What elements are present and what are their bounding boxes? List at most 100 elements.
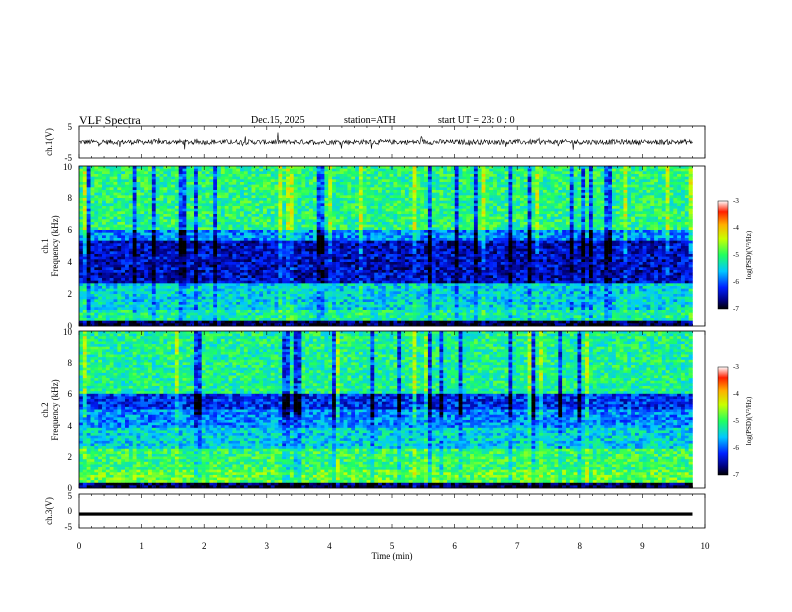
ch1-spectrogram-cell [416, 211, 421, 215]
ch1-spectrogram-cell [523, 219, 528, 223]
ch1-spectrogram-cell [121, 190, 126, 193]
ch1-spectrogram-cell [615, 211, 620, 215]
ch1-spectrogram-cell [297, 238, 302, 241]
ch1-spectrogram-cell [109, 184, 114, 188]
ch1-spectrogram-cell [661, 171, 666, 175]
ch1-spectrogram-cell [358, 208, 364, 212]
ch1-spectrogram-cell [243, 219, 248, 223]
ch1-spectrogram-cell [519, 179, 525, 183]
ch1-spectrogram-cell [550, 230, 555, 233]
ch1-spectrogram-cell [163, 203, 168, 207]
ch1-spectrogram-cell [266, 179, 272, 183]
ch1-spectrogram-cell [412, 198, 417, 201]
ch1-spectrogram-cell [473, 230, 479, 233]
ch1-spectrogram-cell [454, 166, 459, 169]
ch1-spectrogram-cell [424, 211, 429, 215]
ch1-spectrogram-cell [378, 214, 383, 217]
ch1-spectrogram-cell [332, 235, 337, 239]
ch1-spectrogram-cell [661, 200, 666, 204]
ch1-spectrogram-cell [542, 174, 548, 177]
ch1-spectrogram-cell [523, 192, 528, 196]
ch1-spectrogram-cell [140, 192, 145, 196]
ch1-spectrogram-cell [569, 174, 574, 177]
ch1-spectrogram-cell [297, 232, 302, 236]
ch1-spectrogram-cell [94, 246, 99, 249]
ch1-spectrogram-cell [236, 224, 241, 228]
ch1-spectrogram-cell [466, 214, 471, 217]
ch1-spectrogram-cell [481, 232, 486, 236]
ch1-spectrogram-cell [259, 168, 264, 172]
ch1-spectrogram-cell [631, 219, 636, 223]
ch1-spectrogram-cell [374, 184, 379, 188]
ch1-spectrogram-cell [151, 206, 156, 209]
ch1-spectrogram-cell [289, 224, 295, 228]
ch1-spectrogram-cell [255, 182, 260, 185]
ch1-spectrogram-cell [554, 216, 559, 220]
ch1-spectrogram-cell [512, 184, 517, 188]
ch1-spectrogram-cell [661, 246, 666, 249]
ch1-spectrogram-cell [178, 224, 183, 228]
ch1-spectrogram-cell [335, 168, 341, 172]
ch1-spectrogram-cell [554, 198, 559, 201]
ch1-spectrogram-cell [462, 211, 467, 215]
ch1-spectrogram-cell [370, 171, 375, 175]
ch1-spectrogram-cell [412, 206, 417, 209]
ch1-spectrogram-cell [293, 216, 298, 220]
ch1-spectrogram-cell [677, 246, 682, 249]
ch1-spectrogram-cell [105, 195, 110, 199]
ch1-spectrogram-cell [174, 203, 179, 207]
ch1-spectrogram-cell [508, 184, 513, 188]
ch1-spectrogram-cell [623, 195, 628, 199]
ch1-spectrogram-cell [209, 230, 214, 233]
ch1-spectrogram-cell [500, 222, 505, 225]
ch1-spectrogram-cell [94, 230, 99, 233]
ch1-spectrogram-cell [404, 238, 410, 241]
ch1-spectrogram-cell [581, 224, 586, 228]
ch1-spectrogram-cell [144, 206, 149, 209]
ch1-spectrogram-cell [82, 166, 87, 169]
ch1-spectrogram-cell [412, 203, 417, 207]
ch1-spectrogram-cell [347, 184, 352, 188]
ch1-spectrogram-cell [496, 227, 502, 231]
ch1-spectrogram-cell [144, 219, 149, 223]
ch1-spectrogram-cell [539, 227, 544, 231]
ch1-spectrogram-cell [263, 206, 268, 209]
ch1-spectrogram-cell [562, 195, 567, 199]
ch1-spectrogram-cell [374, 238, 379, 241]
ch1-spectrogram-cell [481, 171, 486, 175]
ch1-spectrogram-cell [504, 227, 509, 231]
ch1-spectrogram-cell [182, 230, 187, 233]
ch1-spectrogram-cell [646, 174, 651, 177]
ch1-spectrogram-cell [243, 214, 248, 217]
ch1-spectrogram-cell [631, 211, 636, 215]
ch1-spectrogram-cell [293, 174, 298, 177]
ch1-spectrogram-cell [140, 200, 145, 204]
ch1-spectrogram-cell [550, 243, 555, 247]
ch1-spectrogram-cell [661, 166, 666, 169]
ch1-spectrogram-cell [240, 174, 245, 177]
ch1-spectrogram-cell [477, 216, 482, 220]
ch1-spectrogram-cell [355, 203, 360, 207]
ch1-spectrogram-cell [378, 208, 383, 212]
ch1-spectrogram-cell [286, 184, 291, 188]
ch1-spectrogram-cell [255, 168, 260, 172]
ch1-spectrogram-cell [554, 174, 559, 177]
ch1-spectrogram-cell [197, 238, 202, 241]
ch1-spectrogram-cell [109, 192, 114, 196]
ch1-spectrogram-cell [362, 227, 367, 231]
ch1-spectrogram-cell [473, 243, 479, 247]
ch1-spectrogram-cell [389, 192, 394, 196]
ch1-spectrogram-cell [654, 203, 659, 207]
ch1-spectrogram-cell [217, 184, 222, 188]
ch1-spectrogram-cell [638, 203, 643, 207]
ch1-spectrogram-cell [370, 208, 375, 212]
ch1-spectrogram-cell [144, 208, 149, 212]
ch1-spectrogram-cell [688, 216, 693, 220]
ch1-spectrogram-cell [397, 168, 402, 172]
ch1-spectrogram-cell [320, 208, 325, 212]
ch1-spectrogram-cell [558, 179, 563, 183]
ch1-spectrogram-cell [163, 190, 168, 193]
ch1-spectrogram-cell [516, 171, 521, 175]
ch1-spectrogram-cell [305, 246, 310, 249]
ch1-spectrogram-cell [431, 166, 436, 169]
